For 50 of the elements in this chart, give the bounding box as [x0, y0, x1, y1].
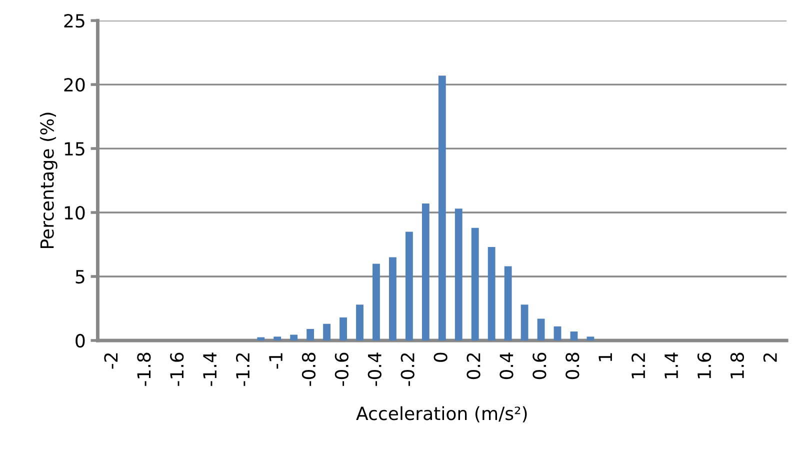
x-tick-label: 0.4 [500, 352, 514, 380]
y-axis-title: Percentage (%) [40, 112, 58, 248]
x-tick-label: 1.8 [730, 352, 744, 378]
x-tick-label: -1.6 [170, 352, 184, 386]
bar [554, 326, 562, 340]
x-tick-label: 1.6 [697, 352, 712, 378]
bar [520, 304, 528, 340]
bar [356, 304, 364, 340]
x-axis-title: Acceleration (m/s²) [356, 406, 527, 422]
bar [488, 247, 496, 340]
x-tick-label: -1 [269, 353, 282, 369]
bar [306, 328, 314, 340]
bar [290, 334, 298, 340]
y-tick-label: 5 [76, 270, 84, 284]
bar [471, 228, 479, 340]
x-tick-label: 1.4 [664, 352, 678, 378]
y-tick-label: 15 [64, 142, 84, 156]
x-tick-label: -0.2 [400, 353, 414, 386]
bar [274, 336, 282, 340]
bar [323, 324, 330, 340]
x-tick-label: 0 [434, 352, 448, 362]
bar [570, 332, 578, 340]
bar [438, 76, 446, 340]
bar [586, 336, 594, 340]
x-tick-label: 2 [763, 353, 777, 362]
y-tick-label: 10 [64, 206, 85, 220]
x-tick-label: -0.8 [302, 352, 316, 386]
x-tick-label: 0.6 [532, 352, 546, 380]
bar [257, 337, 265, 340]
x-tick-label: 0.2 [466, 353, 480, 380]
x-tick-label: -1.4 [203, 352, 216, 386]
bar [422, 204, 430, 340]
bar [454, 208, 462, 340]
bar [372, 264, 380, 340]
bar [340, 317, 347, 340]
bar [405, 232, 413, 340]
x-tick-label: 1.2 [631, 353, 645, 378]
x-tick-label: -0.6 [334, 352, 349, 386]
bar [537, 318, 545, 340]
y-tick-label: 20 [64, 78, 85, 92]
x-tick-label: 0.8 [566, 352, 580, 380]
x-tick-label: -2 [104, 353, 118, 369]
x-tick-label: -1.2 [236, 353, 250, 386]
y-tick-label: 0 [76, 334, 85, 348]
y-tick-label: 25 [64, 14, 84, 28]
bar [389, 257, 396, 340]
bar [504, 266, 512, 340]
x-tick-label: 1 [598, 353, 612, 362]
x-tick-label: -1.8 [137, 352, 151, 386]
x-tick-label: -0.4 [368, 352, 382, 386]
